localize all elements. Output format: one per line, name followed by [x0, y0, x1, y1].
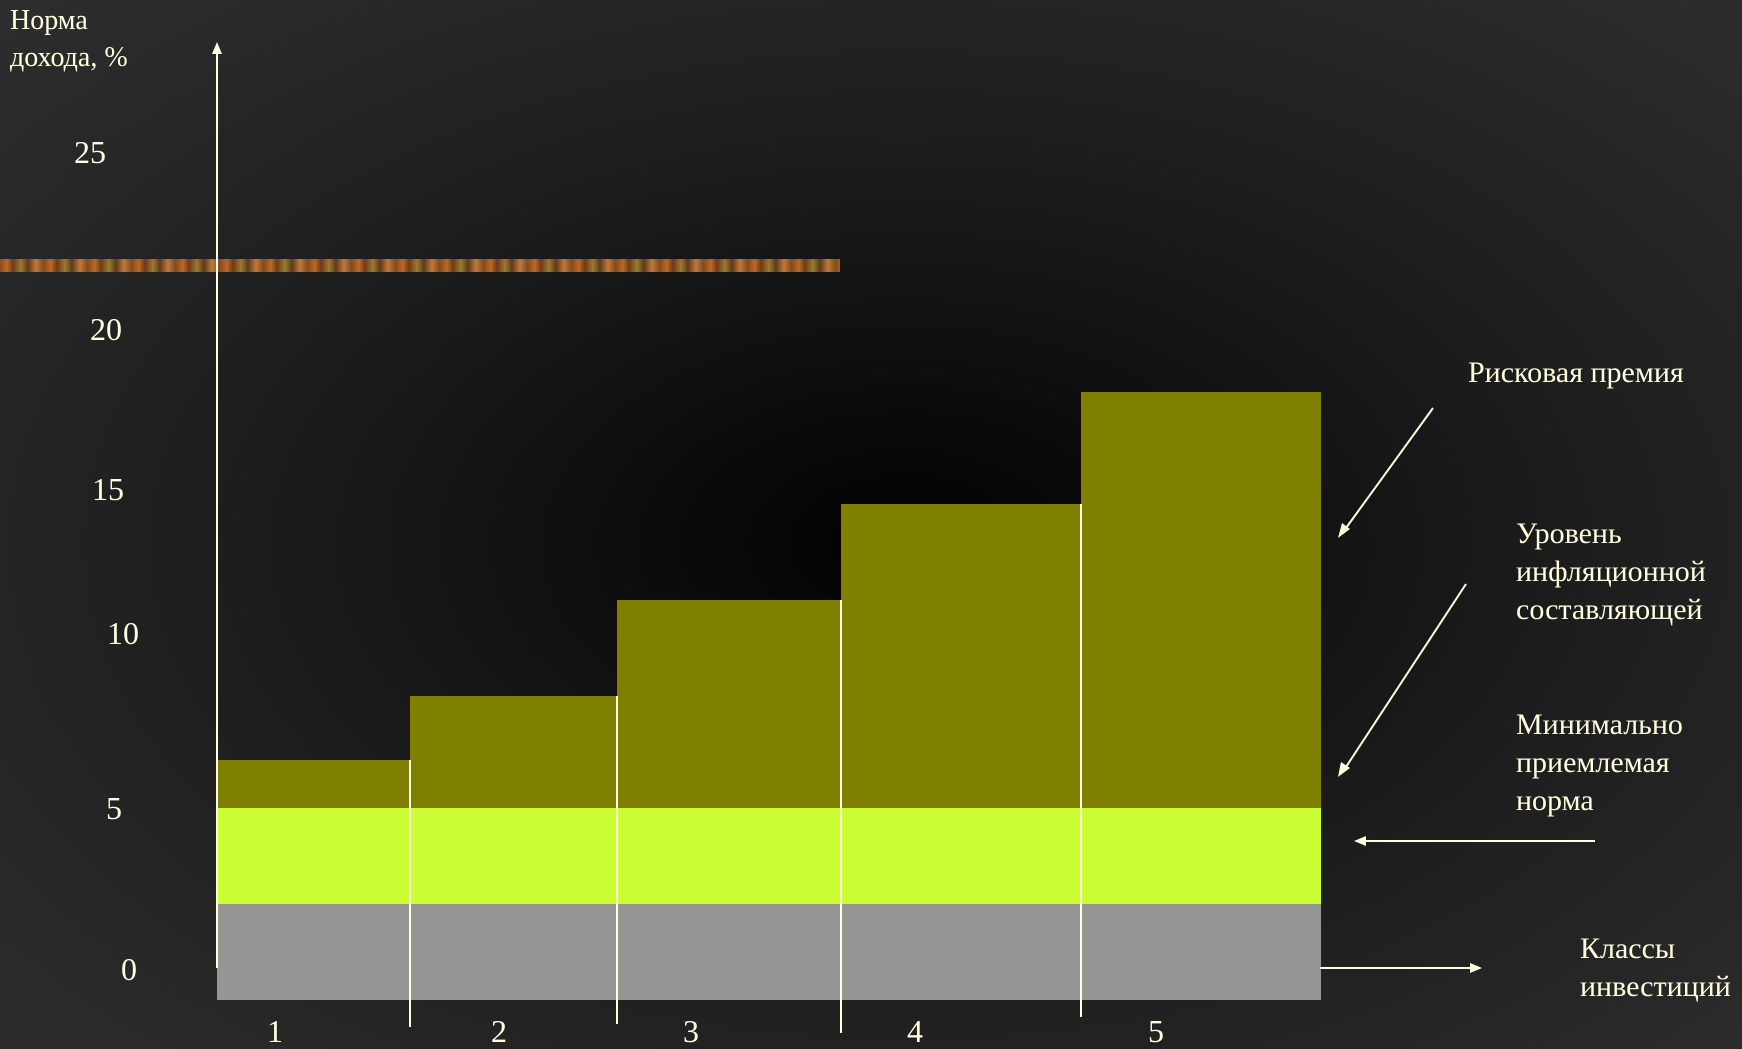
y-tick-label: 25	[74, 134, 106, 170]
inflation-label: Уровень инфляционной составляющей	[1516, 515, 1706, 629]
minimum-rate-label-line: норма	[1516, 784, 1594, 817]
risk-arrowhead	[1338, 523, 1350, 538]
bar-segment	[410, 696, 617, 808]
x-tick-label: 3	[683, 1013, 699, 1049]
risk-arrow-line	[1345, 407, 1434, 529]
minimum-rate-label: Минимально приемлемая норма	[1516, 706, 1683, 820]
bar-segment	[1081, 392, 1321, 808]
inflation-label-line: Уровень	[1516, 517, 1622, 550]
y-axis-label: Норма дохода, %	[10, 2, 128, 76]
y-tick-label: 5	[106, 790, 122, 826]
y-axis-arrowhead	[212, 42, 222, 54]
inflation-arrowhead	[1338, 762, 1350, 777]
x-tick-label: 4	[907, 1013, 923, 1049]
y-axis-label-line: дохода, %	[10, 42, 128, 73]
x-axis-label: Классы инвестиций	[1580, 930, 1731, 1006]
x-tick-label: 5	[1148, 1013, 1164, 1049]
x-tick-label: 2	[491, 1013, 507, 1049]
decorative-stripe	[0, 259, 840, 272]
bar-segment	[217, 904, 410, 1000]
y-tick-label: 15	[92, 471, 124, 507]
bar-segment	[841, 808, 1081, 904]
y-tick-label: 10	[107, 615, 139, 651]
y-tick-label: 0	[121, 951, 137, 987]
bar-segment	[617, 904, 841, 1000]
bar-segment	[217, 760, 410, 808]
bar-segment	[1081, 808, 1321, 904]
x-axis-label-line: инвестиций	[1580, 970, 1731, 1003]
bar-segment	[410, 904, 617, 1000]
bar-segment	[1081, 904, 1321, 1000]
bar-segment	[617, 808, 841, 904]
minimum-rate-label-line: Минимально	[1516, 708, 1683, 741]
x-tick-label: 1	[267, 1013, 283, 1049]
minimum-rate-label-line: приемлемая	[1516, 746, 1670, 779]
bar-segment	[410, 808, 617, 904]
bar-segment	[217, 808, 410, 904]
x-axis-arrowhead	[1470, 963, 1482, 973]
y-axis-label-line: Норма	[10, 5, 88, 36]
minimum-arrowhead	[1354, 836, 1366, 846]
inflation-arrow-line	[1343, 583, 1467, 771]
inflation-label-line: инфляционной	[1516, 555, 1706, 588]
bar-segment	[841, 904, 1081, 1000]
bar-segment	[617, 600, 841, 808]
x-axis-label-line: Классы	[1580, 932, 1676, 965]
inflation-label-line: составляющей	[1516, 593, 1703, 626]
bar-segment	[841, 504, 1081, 808]
y-tick-label: 20	[90, 311, 122, 347]
risk-premium-label: Рисковая премия	[1468, 356, 1684, 389]
